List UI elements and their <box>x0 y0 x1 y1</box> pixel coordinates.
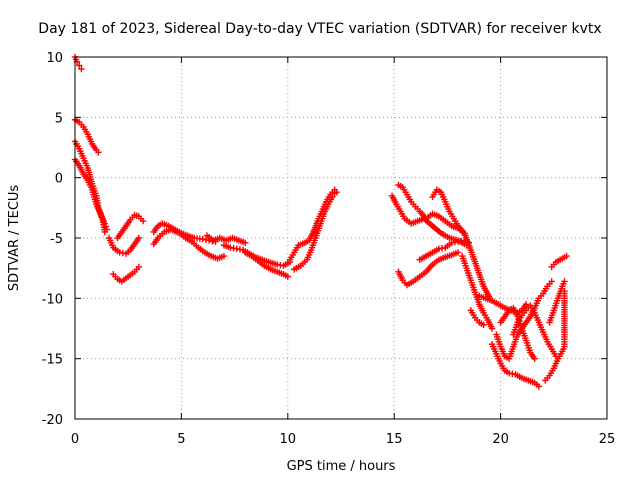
chart-title: Day 181 of 2023, Sidereal Day-to-day VTE… <box>38 21 601 37</box>
series-track <box>542 287 568 384</box>
data-point <box>535 383 543 390</box>
data-point <box>102 223 110 230</box>
data-point <box>531 355 538 362</box>
data-point <box>135 263 143 271</box>
x-tick-label: 10 <box>280 432 297 447</box>
y-axis-label: SDTVAR / TECUs <box>7 185 22 292</box>
series-track <box>548 252 570 271</box>
y-tick-label: -20 <box>42 413 63 428</box>
y-tick-label: 0 <box>55 172 63 187</box>
y-tick-label: 5 <box>55 111 63 126</box>
series-track <box>497 304 538 362</box>
y-tick-label: 10 <box>46 51 63 66</box>
data-point <box>561 278 568 285</box>
axis-ticks: 0 5 10 15 20 25 10 5 0 -5 -10 -15 -20 <box>42 51 616 447</box>
data-point <box>480 321 487 329</box>
data-point <box>242 239 249 247</box>
series-track <box>395 249 462 289</box>
data-point <box>522 301 530 308</box>
series-track <box>105 234 143 257</box>
x-tick-label: 25 <box>599 432 616 447</box>
data-point <box>454 249 462 256</box>
series-track <box>290 190 338 273</box>
series-track <box>493 278 555 362</box>
x-tick-label: 15 <box>386 432 403 447</box>
data-point <box>284 273 291 280</box>
series-track <box>110 263 143 285</box>
data-point <box>95 149 102 156</box>
series-track <box>220 242 294 269</box>
grid-lines <box>75 57 607 419</box>
series-track <box>395 181 468 237</box>
x-tick-label: 5 <box>177 432 185 447</box>
series-track <box>150 226 228 262</box>
data-point <box>331 190 338 197</box>
series-track <box>71 116 102 156</box>
data-point <box>548 278 555 285</box>
y-tick-label: -10 <box>42 292 63 307</box>
series-track <box>242 249 291 280</box>
data-point <box>76 62 83 69</box>
series-track <box>203 232 249 247</box>
series-track <box>488 340 543 390</box>
x-tick-label: 20 <box>492 432 509 447</box>
series-track <box>150 220 219 245</box>
data-point <box>103 226 111 233</box>
data-point <box>220 252 228 260</box>
x-axis-label: GPS time / hours <box>287 459 396 474</box>
y-tick-label: -15 <box>42 353 63 368</box>
series-track <box>388 192 470 249</box>
data-point <box>488 325 496 332</box>
data-marks <box>71 53 570 390</box>
data-point <box>139 217 147 225</box>
series-track <box>467 307 487 329</box>
series-track <box>546 278 568 326</box>
series-track <box>114 211 147 242</box>
data-point <box>135 234 143 242</box>
data-point <box>563 252 570 260</box>
data-point <box>101 220 108 227</box>
series-track <box>429 186 494 302</box>
data-point <box>329 193 336 201</box>
series-track <box>286 186 340 263</box>
y-tick-label: -5 <box>50 232 63 247</box>
series-track <box>459 252 496 332</box>
series-track <box>71 156 111 233</box>
series-track <box>510 302 562 362</box>
x-tick-label: 0 <box>71 432 79 447</box>
data-point <box>78 65 85 73</box>
